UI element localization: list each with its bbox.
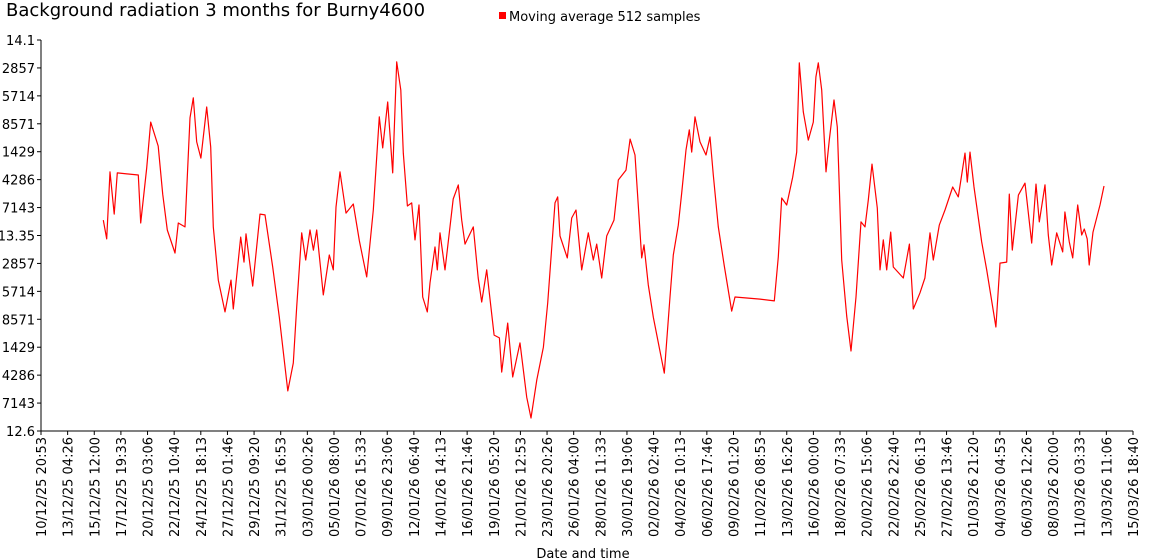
legend-swatch [499, 12, 506, 19]
x-axis: 10/12/25 20:53 13/12/25 04:26 15/12/25 12:… [35, 430, 1142, 537]
y-tick-label: 4286 [2, 369, 35, 384]
x-tick-label: 04/03/26 04:53 [994, 437, 1009, 537]
x-tick-label: 01/03/26 21:20 [967, 437, 982, 537]
y-axis: 14.1 2857 5714 8571 1429 4286 7143 13.35 2857 571… [0, 34, 42, 440]
y-tick-label: 2857 [2, 257, 35, 272]
x-tick-label: 19/01/26 05:20 [488, 437, 503, 537]
x-tick-label: 10/12/25 20:53 [35, 437, 50, 537]
x-tick-label: 15/03/26 18:40 [1127, 437, 1142, 537]
y-tick-label: 7143 [2, 397, 35, 412]
y-tick-label: 2857 [2, 62, 35, 77]
x-tick-label: 28/01/26 11:33 [594, 437, 609, 537]
x-tick-label: 06/03/26 12:26 [1020, 437, 1035, 537]
x-tick-label: 16/02/26 00:00 [807, 437, 822, 537]
y-tick-label: 4286 [2, 174, 35, 189]
x-tick-label: 27/12/25 01:46 [221, 437, 236, 537]
x-tick-label: 18/02/26 07:33 [834, 437, 849, 537]
x-tick-label: 22/12/25 10:40 [168, 437, 183, 537]
x-tick-label: 14/01/26 14:13 [435, 437, 450, 537]
y-tick-label: 7143 [2, 202, 35, 217]
x-tick-label: 13/12/25 04:26 [62, 437, 77, 537]
x-tick-label: 20/02/26 15:06 [861, 437, 876, 537]
y-tick-label: 1429 [2, 341, 35, 356]
y-tick-label: 14.1 [6, 34, 35, 49]
x-tick-label: 26/01/26 04:00 [568, 437, 583, 537]
x-tick-label: 05/01/26 08:00 [328, 437, 343, 537]
x-tick-label: 11/02/26 08:53 [754, 437, 769, 537]
x-tick-label: 27/02/26 13:46 [941, 437, 956, 537]
x-tick-label: 16/01/26 21:46 [461, 437, 476, 537]
x-axis-title: Date and time [536, 547, 629, 560]
x-tick-label: 24/12/25 18:13 [195, 437, 210, 537]
x-tick-label: 13/03/26 11:06 [1100, 437, 1115, 537]
x-tick-label: 15/12/25 12:00 [88, 437, 103, 537]
x-tick-label: 23/01/26 20:26 [541, 437, 556, 537]
y-tick-label: 8571 [2, 313, 35, 328]
x-tick-label: 04/02/26 10:13 [674, 437, 689, 537]
series-line-moving-average [102, 61, 1105, 419]
legend-label: Moving average 512 samples [509, 10, 701, 25]
y-tick-label: 12.6 [6, 425, 35, 440]
x-tick-label: 30/01/26 19:06 [621, 437, 636, 537]
x-tick-label: 09/01/26 23:06 [381, 437, 396, 537]
x-tick-label: 22/02/26 22:40 [887, 437, 902, 537]
y-tick-label: 8571 [2, 118, 35, 133]
x-tick-label: 02/02/26 02:40 [648, 437, 663, 537]
x-tick-label: 07/01/26 15:33 [355, 437, 370, 537]
x-tick-label: 21/01/26 12:53 [514, 437, 529, 537]
x-tick-label: 13/02/26 16:26 [781, 437, 796, 537]
y-tick-label: 13.35 [0, 230, 35, 245]
chart-title: Background radiation 3 months for Burny4… [6, 0, 425, 21]
x-tick-label: 12/01/26 06:40 [408, 437, 423, 537]
legend: Moving average 512 samples [499, 10, 701, 25]
x-tick-label: 06/02/26 17:46 [701, 437, 716, 537]
y-tick-label: 5714 [2, 90, 35, 105]
x-tick-label: 09/02/26 01:20 [727, 437, 742, 537]
x-tick-label: 31/12/25 16:53 [275, 437, 290, 537]
x-tick-label: 08/03/26 20:00 [1047, 437, 1062, 537]
x-tick-label: 29/12/25 09:20 [248, 437, 263, 537]
x-tick-label: 11/03/26 03:33 [1074, 437, 1089, 537]
x-tick-label: 20/12/25 03:06 [142, 437, 157, 537]
x-tick-label: 03/01/26 00:26 [301, 437, 316, 537]
x-tick-label: 17/12/25 19:33 [115, 437, 130, 537]
plot-area [102, 61, 1105, 419]
y-tick-label: 5714 [2, 285, 35, 300]
x-tick-label: 25/02/26 06:13 [914, 437, 929, 537]
y-tick-label: 1429 [2, 146, 35, 161]
